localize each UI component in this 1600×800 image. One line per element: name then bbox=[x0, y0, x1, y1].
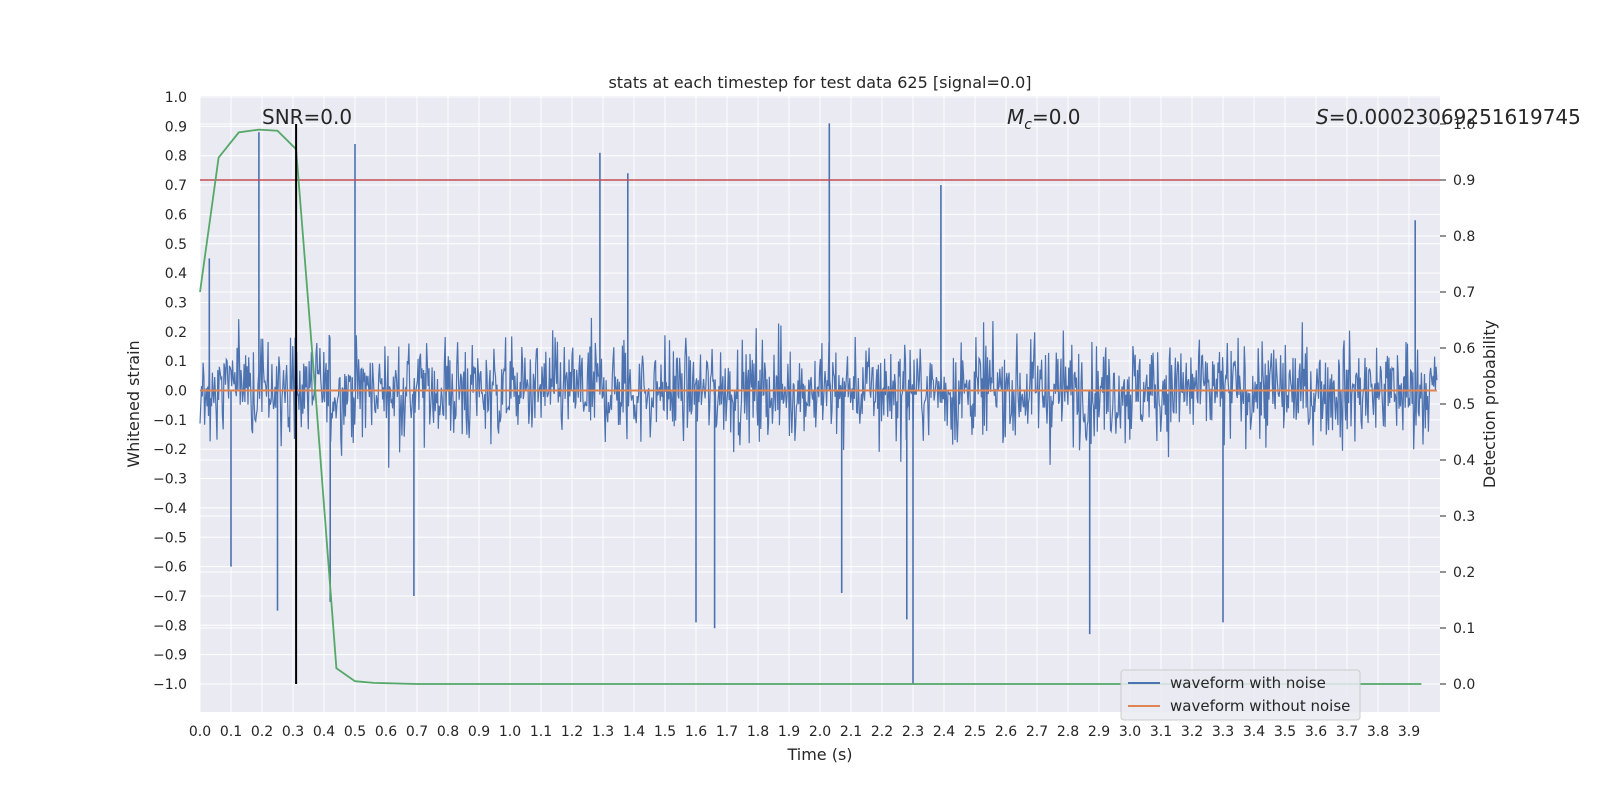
x-tick-label: 3.8 bbox=[1367, 724, 1389, 740]
x-tick-label: 2.9 bbox=[1088, 724, 1110, 740]
x-tick-label: 3.0 bbox=[1119, 724, 1141, 740]
x-tick-label: 1.5 bbox=[654, 724, 676, 740]
x-tick-labels: 0.0 0.1 0.2 0.3 0.4 0.5 0.6 0.7 0.8 0.9 1.0 1.1 1.2 1… bbox=[189, 724, 1420, 740]
y-tick-label: −0.4 bbox=[153, 501, 187, 517]
x-tick-label: 0.0 bbox=[189, 724, 211, 740]
x-tick-label: 3.4 bbox=[1243, 724, 1265, 740]
x-tick-label: 0.6 bbox=[375, 724, 397, 740]
snr-annotation: SNR=0.0 bbox=[262, 105, 352, 129]
x-tick-label: 2.2 bbox=[871, 724, 893, 740]
waveform-with-noise-series bbox=[199, 123, 1438, 684]
legend-label-clean: waveform without noise bbox=[1170, 697, 1350, 715]
x-tick-label: 2.8 bbox=[1057, 724, 1079, 740]
x-tick-label: 1.3 bbox=[592, 724, 614, 740]
right-y-tick-label: 0.0 bbox=[1453, 677, 1475, 693]
y-tick-label: 0.3 bbox=[165, 295, 187, 311]
legend: waveform with noise waveform without noi… bbox=[1120, 669, 1361, 721]
x-tick-label: 1.6 bbox=[685, 724, 707, 740]
x-tick-label: 2.0 bbox=[809, 724, 831, 740]
right-y-tick-label: 0.7 bbox=[1453, 285, 1475, 301]
x-tick-label: 3.7 bbox=[1336, 724, 1358, 740]
right-y-tick-label: 0.8 bbox=[1453, 229, 1475, 245]
x-tick-label: 0.5 bbox=[344, 724, 366, 740]
x-tick-label: 3.2 bbox=[1181, 724, 1203, 740]
mc-subscript: c bbox=[1024, 117, 1032, 133]
y-tick-label: 0.2 bbox=[165, 325, 187, 341]
x-tick-label: 1.4 bbox=[623, 724, 645, 740]
x-tick-label: 2.1 bbox=[840, 724, 862, 740]
s-annotation: S=0.00023069251619745 bbox=[1316, 105, 1581, 129]
right-y-tick-label: 0.5 bbox=[1453, 397, 1475, 413]
detection-probability-series bbox=[199, 128, 1422, 685]
x-tick-label: 2.5 bbox=[964, 724, 986, 740]
y-tick-label: 0.0 bbox=[165, 384, 187, 400]
y-tick-label: −0.8 bbox=[153, 618, 187, 634]
y-tick-label: 0.9 bbox=[165, 119, 187, 135]
y-tick-label: −0.7 bbox=[153, 589, 187, 605]
s-value: =0.00023069251619745 bbox=[1329, 105, 1581, 129]
s-symbol: S bbox=[1316, 105, 1329, 129]
y-tick-label: −0.6 bbox=[153, 560, 187, 576]
x-tick-label: 1.2 bbox=[561, 724, 583, 740]
right-y-tick-labels: 1.0 0.9 0.8 0.7 0.6 0.5 0.4 0.3 0.2 0.1 0.0 bbox=[1440, 117, 1475, 693]
y-tick-label: −0.9 bbox=[153, 648, 187, 664]
x-tick-label: 3.1 bbox=[1150, 724, 1172, 740]
x-tick-label: 0.3 bbox=[282, 724, 304, 740]
mc-value: =0.0 bbox=[1032, 105, 1081, 129]
y-tick-label: 0.7 bbox=[165, 178, 187, 194]
y-axis-label: Whitened strain bbox=[124, 340, 143, 467]
x-tick-label: 0.9 bbox=[468, 724, 490, 740]
right-y-axis-label: Detection probability bbox=[1480, 320, 1499, 488]
y-tick-label: 1.0 bbox=[165, 90, 187, 106]
x-tick-label: 1.0 bbox=[499, 724, 521, 740]
x-tick-label: 3.5 bbox=[1274, 724, 1296, 740]
legend-label-noise: waveform with noise bbox=[1170, 674, 1326, 692]
mc-annotation: Mc=0.0 bbox=[1007, 105, 1081, 133]
x-tick-label: 0.7 bbox=[406, 724, 428, 740]
x-tick-label: 1.8 bbox=[747, 724, 769, 740]
legend-box bbox=[1120, 669, 1361, 721]
x-tick-label: 0.2 bbox=[251, 724, 273, 740]
y-tick-label: −0.2 bbox=[153, 442, 187, 458]
x-tick-label: 3.6 bbox=[1305, 724, 1327, 740]
x-tick-label: 2.3 bbox=[902, 724, 924, 740]
x-tick-label: 2.6 bbox=[995, 724, 1017, 740]
y-tick-label: −0.3 bbox=[153, 472, 187, 488]
x-tick-label: 3.3 bbox=[1212, 724, 1234, 740]
right-y-tick-label: 0.4 bbox=[1453, 453, 1475, 469]
x-tick-label: 0.8 bbox=[437, 724, 459, 740]
right-y-tick-label: 0.9 bbox=[1453, 173, 1475, 189]
right-y-tick-label: 0.1 bbox=[1453, 621, 1475, 637]
y-tick-label: 0.5 bbox=[165, 237, 187, 253]
x-tick-label: 1.7 bbox=[716, 724, 738, 740]
right-y-tick-label: 0.6 bbox=[1453, 341, 1475, 357]
right-y-tick-label: 0.3 bbox=[1453, 509, 1475, 525]
right-y-tick-label: 1.0 bbox=[1453, 117, 1475, 133]
x-tick-label: 1.9 bbox=[778, 724, 800, 740]
x-tick-label: 2.7 bbox=[1026, 724, 1048, 740]
right-y-tick-label: 0.2 bbox=[1453, 565, 1475, 581]
chart-title: stats at each timestep for test data 625… bbox=[608, 73, 1031, 92]
y-tick-label: 0.8 bbox=[165, 149, 187, 165]
y-tick-label: 0.6 bbox=[165, 207, 187, 223]
x-tick-label: 1.1 bbox=[530, 724, 552, 740]
noise-trace bbox=[199, 317, 1438, 468]
y-tick-label: −0.5 bbox=[153, 530, 187, 546]
y-tick-label: 0.1 bbox=[165, 354, 187, 370]
mc-symbol: M bbox=[1007, 105, 1024, 129]
x-tick-label: 2.4 bbox=[933, 724, 955, 740]
y-tick-label: −0.1 bbox=[153, 413, 187, 429]
x-tick-label: 0.4 bbox=[313, 724, 335, 740]
x-axis-label: Time (s) bbox=[786, 745, 852, 764]
x-tick-label: 0.1 bbox=[220, 724, 242, 740]
y-tick-labels: 1.0 0.9 0.8 0.7 0.6 0.5 0.4 0.3 0.2 0.1 0.0 −0.1 −0.… bbox=[153, 90, 187, 693]
x-tick-label: 3.9 bbox=[1398, 724, 1420, 740]
y-tick-label: −1.0 bbox=[153, 677, 187, 693]
y-tick-label: 0.4 bbox=[165, 266, 187, 282]
